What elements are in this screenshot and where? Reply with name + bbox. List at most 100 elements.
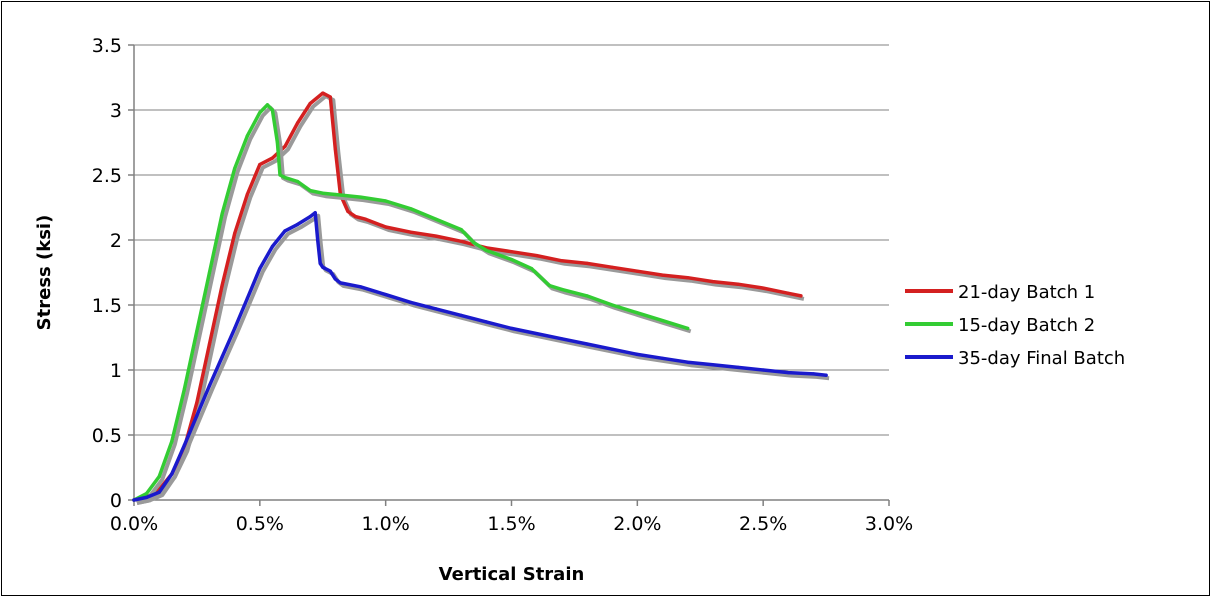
data-point — [328, 269, 332, 273]
x-tick-label: 0.0% — [110, 513, 158, 535]
y-tick-label: 0.5 — [92, 425, 122, 447]
data-point — [182, 387, 186, 392]
x-tick-label: 2.0% — [613, 513, 661, 535]
data-point — [472, 241, 476, 245]
data-point — [811, 372, 816, 376]
data-point — [535, 254, 539, 258]
data-point — [170, 439, 174, 444]
data-point — [409, 230, 413, 234]
data-point — [220, 355, 224, 359]
data-point — [353, 215, 358, 219]
data-point — [711, 280, 715, 284]
series-line — [132, 91, 803, 502]
data-point — [635, 269, 639, 273]
data-point — [207, 270, 212, 275]
data-point — [660, 319, 665, 323]
data-point — [610, 347, 614, 351]
data-point — [585, 294, 589, 298]
data-point — [484, 320, 488, 324]
series-shadow — [136, 94, 805, 505]
data-point — [283, 176, 287, 180]
data-point — [610, 303, 614, 307]
data-point — [635, 311, 639, 315]
data-point — [434, 234, 438, 238]
data-point — [384, 293, 388, 297]
data-point — [157, 490, 161, 494]
series-line — [132, 210, 828, 502]
legend-label: 21-day Batch 1 — [958, 282, 1095, 303]
data-point — [157, 475, 161, 479]
data-point — [195, 400, 199, 405]
data-point — [358, 195, 363, 199]
data-point — [560, 287, 564, 291]
data-point — [283, 144, 287, 148]
series-shadow — [136, 213, 830, 505]
data-point — [384, 199, 388, 203]
data-point — [296, 121, 300, 125]
data-point — [207, 342, 212, 346]
data-point — [484, 248, 488, 252]
data-point — [333, 192, 337, 197]
data-point — [233, 166, 237, 171]
data-point — [799, 294, 803, 298]
data-point — [195, 413, 199, 418]
data-point — [321, 265, 325, 269]
data-point — [318, 261, 322, 265]
y-tick-label: 0 — [110, 490, 122, 512]
data-point — [333, 147, 337, 151]
data-point — [207, 384, 212, 388]
data-point — [308, 215, 312, 219]
data-point — [321, 191, 325, 195]
data-point — [245, 192, 249, 197]
data-point — [170, 472, 174, 476]
y-axis-title: Stress (ksi) — [34, 215, 55, 331]
data-point — [296, 179, 300, 184]
series-lines — [132, 91, 830, 505]
data-point — [233, 231, 237, 236]
data-point — [786, 371, 790, 375]
gridlines — [134, 44, 889, 436]
data-point — [459, 228, 463, 232]
data-point — [275, 140, 279, 145]
legend-label: 35-day Final Batch — [958, 348, 1125, 369]
series-15-day-batch-2 — [132, 103, 692, 505]
y-tick-label: 1 — [110, 360, 122, 382]
data-point — [258, 111, 262, 115]
data-point — [660, 273, 665, 277]
x-tick-label: 2.5% — [739, 513, 787, 535]
data-point — [459, 239, 463, 243]
x-tick-label: 1.0% — [362, 513, 410, 535]
y-tick-label: 1.5 — [92, 295, 122, 317]
data-point — [278, 173, 282, 177]
data-point — [736, 282, 740, 286]
x-tick-label: 0.5% — [236, 513, 284, 535]
data-point — [610, 265, 614, 269]
series-line — [132, 103, 690, 502]
data-point — [824, 373, 828, 377]
data-point — [434, 217, 438, 221]
series-shadow — [136, 105, 692, 505]
data-point — [459, 313, 463, 317]
data-point — [585, 261, 589, 265]
legend-label: 15-day Batch 2 — [958, 315, 1095, 336]
x-tick-label: 1.5% — [487, 513, 535, 535]
data-point — [313, 211, 317, 215]
data-point — [711, 363, 715, 367]
data-point — [270, 108, 274, 112]
data-point — [509, 326, 514, 330]
data-point — [686, 276, 690, 280]
y-tick-label: 2 — [110, 230, 122, 252]
data-point — [686, 326, 690, 330]
legend: 21-day Batch 1 15-day Batch 2 35-day Final… — [905, 282, 1125, 369]
data-point — [363, 217, 368, 221]
data-point — [509, 257, 514, 262]
data-point — [358, 285, 363, 289]
data-point — [328, 95, 332, 99]
data-point — [509, 250, 514, 254]
data-point — [258, 163, 262, 167]
data-point — [316, 238, 320, 242]
data-point — [245, 134, 249, 138]
data-point — [761, 286, 765, 290]
data-point — [736, 365, 740, 369]
